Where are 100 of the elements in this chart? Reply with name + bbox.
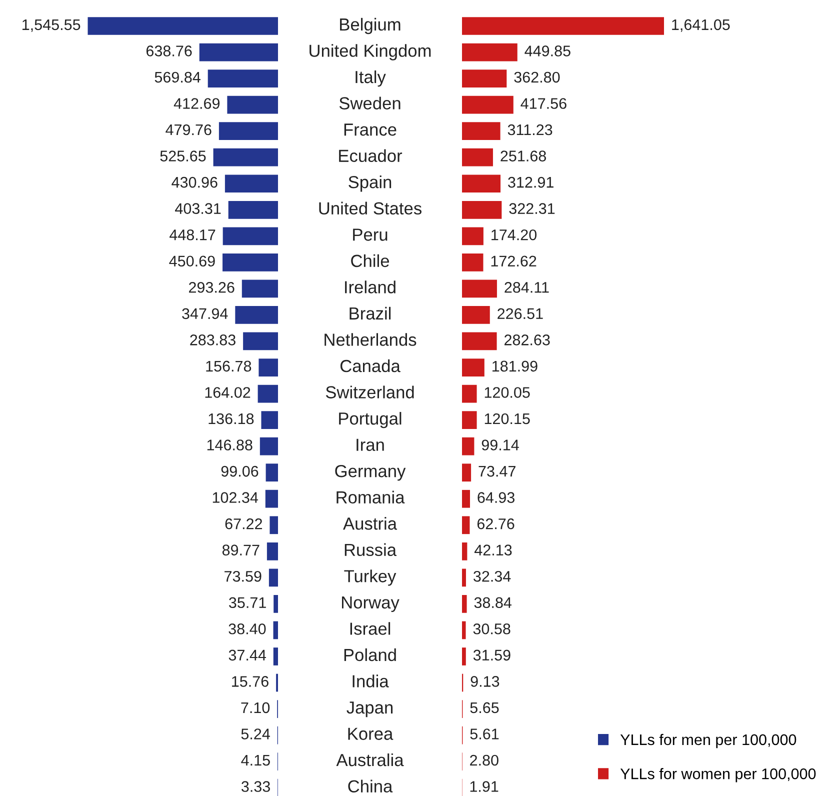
y-tick-label: United Kingdom xyxy=(310,44,431,60)
bar xyxy=(227,96,278,114)
data-label: 89.77 xyxy=(222,544,260,556)
data-label: 120.15 xyxy=(484,413,530,424)
y-tick-label: Poland xyxy=(344,648,396,662)
bar xyxy=(462,516,470,534)
bar xyxy=(266,542,278,560)
bar xyxy=(268,568,278,587)
bar xyxy=(224,174,278,193)
data-label: 62.76 xyxy=(477,518,514,530)
y-tick-label: Switzerland xyxy=(326,386,414,398)
bar xyxy=(462,306,490,324)
data-label: 136.18 xyxy=(208,413,254,424)
data-label: 347.94 xyxy=(182,308,228,320)
bar xyxy=(222,227,278,246)
y-tick-label: Austria xyxy=(343,517,398,530)
legend-label: YLLs for men per 100,000 xyxy=(620,734,796,748)
data-label: 322.31 xyxy=(509,203,555,214)
data-label: 31.59 xyxy=(473,650,510,661)
y-tick-label: Russia xyxy=(344,543,397,556)
y-tick-label: Portugal xyxy=(339,412,402,428)
data-label: 3.33 xyxy=(241,781,270,792)
y-tick-label: Peru xyxy=(353,228,388,241)
bar xyxy=(274,595,278,613)
data-label: 5.24 xyxy=(241,728,270,740)
y-tick-label: Germany xyxy=(335,464,406,481)
bar xyxy=(462,17,664,35)
bar xyxy=(462,542,468,560)
y-tick-label: Canada xyxy=(340,359,400,372)
data-label: 226.51 xyxy=(498,308,543,320)
bar xyxy=(261,411,278,429)
bar xyxy=(462,595,467,613)
data-label: 164.02 xyxy=(205,387,250,398)
bar xyxy=(208,70,278,88)
bar xyxy=(266,464,278,482)
data-label: 38.40 xyxy=(228,623,266,634)
y-tick-label: Japan xyxy=(346,702,393,718)
data-label: 120.05 xyxy=(484,387,530,398)
data-label: 569.84 xyxy=(154,72,200,83)
data-label: 4.15 xyxy=(241,755,270,766)
data-label: 251.68 xyxy=(500,150,546,162)
data-label: 32.34 xyxy=(474,570,511,582)
data-label: 479.76 xyxy=(166,124,212,136)
bar xyxy=(462,174,501,193)
data-label: 37.44 xyxy=(228,650,266,661)
bar xyxy=(462,96,514,114)
bar xyxy=(462,227,484,246)
bar xyxy=(462,280,497,298)
data-label: 282.63 xyxy=(504,334,550,346)
data-label: 146.88 xyxy=(207,440,252,450)
bar xyxy=(270,516,278,534)
data-label: 181.99 xyxy=(492,360,538,372)
data-label: 172.62 xyxy=(491,256,536,267)
data-label: 284.11 xyxy=(504,282,549,293)
data-label: 35.71 xyxy=(229,597,266,608)
y-tick-label: Ecuador xyxy=(339,149,402,162)
data-label: 638.76 xyxy=(146,46,192,56)
y-tick-label: Belgium xyxy=(340,18,400,34)
data-label: 403.31 xyxy=(175,203,221,214)
data-label: 15.76 xyxy=(232,676,268,687)
data-label: 9.13 xyxy=(470,676,500,687)
bar xyxy=(462,437,474,456)
bar xyxy=(462,148,493,166)
y-tick-label: Netherlands xyxy=(324,333,416,346)
data-label: 99.14 xyxy=(482,440,519,450)
data-label: 2.80 xyxy=(470,754,498,766)
bar xyxy=(462,332,497,350)
bar xyxy=(462,490,470,508)
y-tick-label: Norway xyxy=(342,596,400,612)
bar xyxy=(462,200,502,219)
bar xyxy=(462,254,484,272)
data-label: 99.06 xyxy=(221,466,258,477)
bar xyxy=(462,384,477,403)
data-label: 450.69 xyxy=(169,256,215,267)
data-label: 73.59 xyxy=(224,570,262,582)
data-label: 156.78 xyxy=(206,360,252,372)
bar xyxy=(273,648,278,666)
y-tick-label: Israel xyxy=(350,622,390,635)
bar xyxy=(462,358,484,376)
data-label: 5.61 xyxy=(470,728,499,740)
data-label: 448.17 xyxy=(170,229,216,240)
data-label: 102.34 xyxy=(212,492,258,503)
data-label: 417.56 xyxy=(520,98,566,109)
data-label: 5.65 xyxy=(470,702,499,714)
bar xyxy=(273,621,278,640)
y-tick-label: Brazil xyxy=(350,306,391,320)
bar xyxy=(228,200,278,219)
y-tick-label: United States xyxy=(319,202,422,215)
y-tick-label: France xyxy=(344,124,396,136)
data-label: 412.69 xyxy=(174,98,220,109)
y-tick-label: India xyxy=(352,674,389,688)
data-label: 362.80 xyxy=(514,72,560,83)
bar xyxy=(265,490,278,508)
y-tick-label: Korea xyxy=(348,728,394,740)
bar xyxy=(213,148,278,166)
data-label: 67.22 xyxy=(225,518,262,530)
data-label: 293.26 xyxy=(189,282,234,293)
bar xyxy=(88,17,278,35)
y-tick-label: Turkey xyxy=(344,570,396,586)
data-label: 42.13 xyxy=(474,544,512,556)
